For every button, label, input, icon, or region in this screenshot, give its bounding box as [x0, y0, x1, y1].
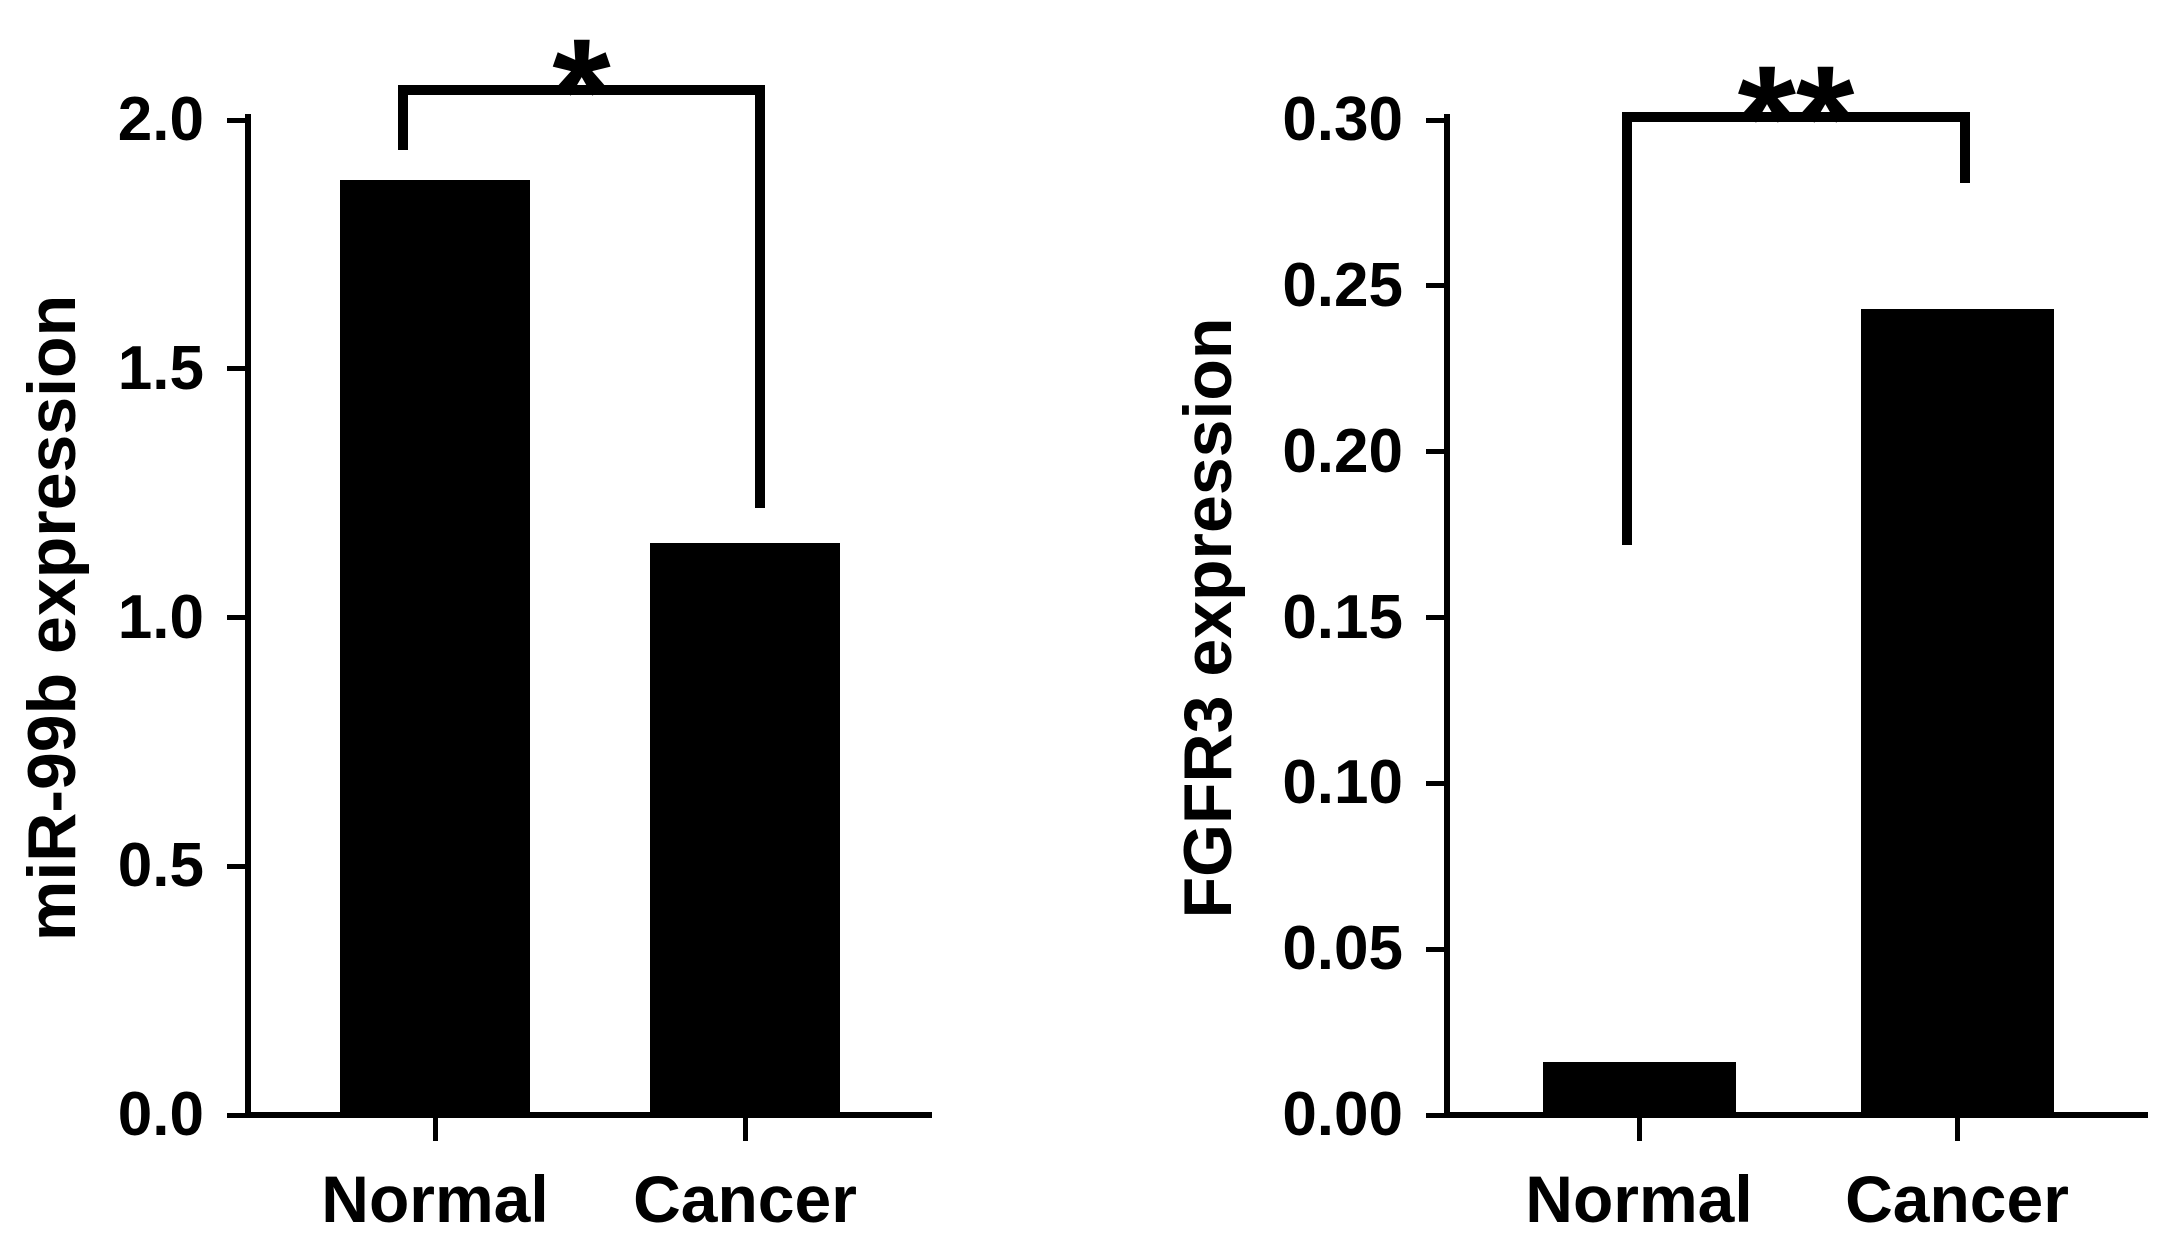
- y-axis-line: [245, 114, 251, 1118]
- bar-normal: [1542, 1061, 1736, 1115]
- x-tick: [1954, 1115, 1960, 1141]
- x-axis-line: [1444, 1112, 2148, 1118]
- y-tick: [1426, 449, 1444, 455]
- significance-bracket-bar: [1622, 111, 1970, 122]
- x-tick: [1636, 1115, 1642, 1141]
- y-tick: [1426, 117, 1444, 123]
- y-tick: [1426, 780, 1444, 786]
- x-tick: [432, 1115, 438, 1141]
- x-axis-line: [245, 1112, 932, 1118]
- y-tick-label: 0.10: [1282, 748, 1403, 818]
- y-tick-label: 1.5: [117, 333, 204, 403]
- y-tick: [1426, 615, 1444, 620]
- category-label-normal: Normal: [1525, 1162, 1753, 1236]
- y-tick-label: 2.0: [117, 85, 204, 154]
- bar-normal: [340, 179, 530, 1115]
- y-tick: [227, 117, 245, 123]
- significance-bracket-arm: [1960, 111, 1970, 183]
- y-tick-label: 0.25: [1282, 250, 1403, 320]
- y-tick-label: 0.05: [1282, 914, 1403, 984]
- category-label-normal: Normal: [321, 1162, 549, 1236]
- bar-cancer: [650, 542, 840, 1115]
- y-tick-label: 0.0: [117, 1080, 204, 1149]
- y-tick-label: 0.00: [1282, 1080, 1403, 1149]
- bar-cancer: [1860, 309, 2054, 1115]
- y-tick: [227, 615, 245, 620]
- y-tick-label: 0.20: [1282, 416, 1403, 486]
- y-axis-line: [1444, 114, 1450, 1118]
- y-tick: [227, 366, 245, 372]
- y-tick-label: 0.5: [117, 831, 204, 901]
- significance-bracket-bar: [398, 85, 765, 96]
- y-tick-label: 1.0: [117, 582, 204, 652]
- y-tick-label: 0.30: [1282, 85, 1403, 154]
- category-label-cancer: Cancer: [1845, 1162, 2069, 1236]
- y-tick: [1426, 1112, 1444, 1118]
- category-label-cancer: Cancer: [633, 1162, 857, 1236]
- significance-bracket-arm: [398, 85, 408, 150]
- significance-bracket-arm: [1622, 111, 1632, 545]
- significance-bracket-arm: [755, 85, 765, 509]
- y-tick: [227, 863, 245, 869]
- x-tick: [742, 1115, 748, 1141]
- y-tick: [1426, 283, 1444, 289]
- y-tick: [227, 1112, 245, 1118]
- y-tick-label: 0.15: [1282, 582, 1403, 652]
- y-tick: [1426, 946, 1444, 952]
